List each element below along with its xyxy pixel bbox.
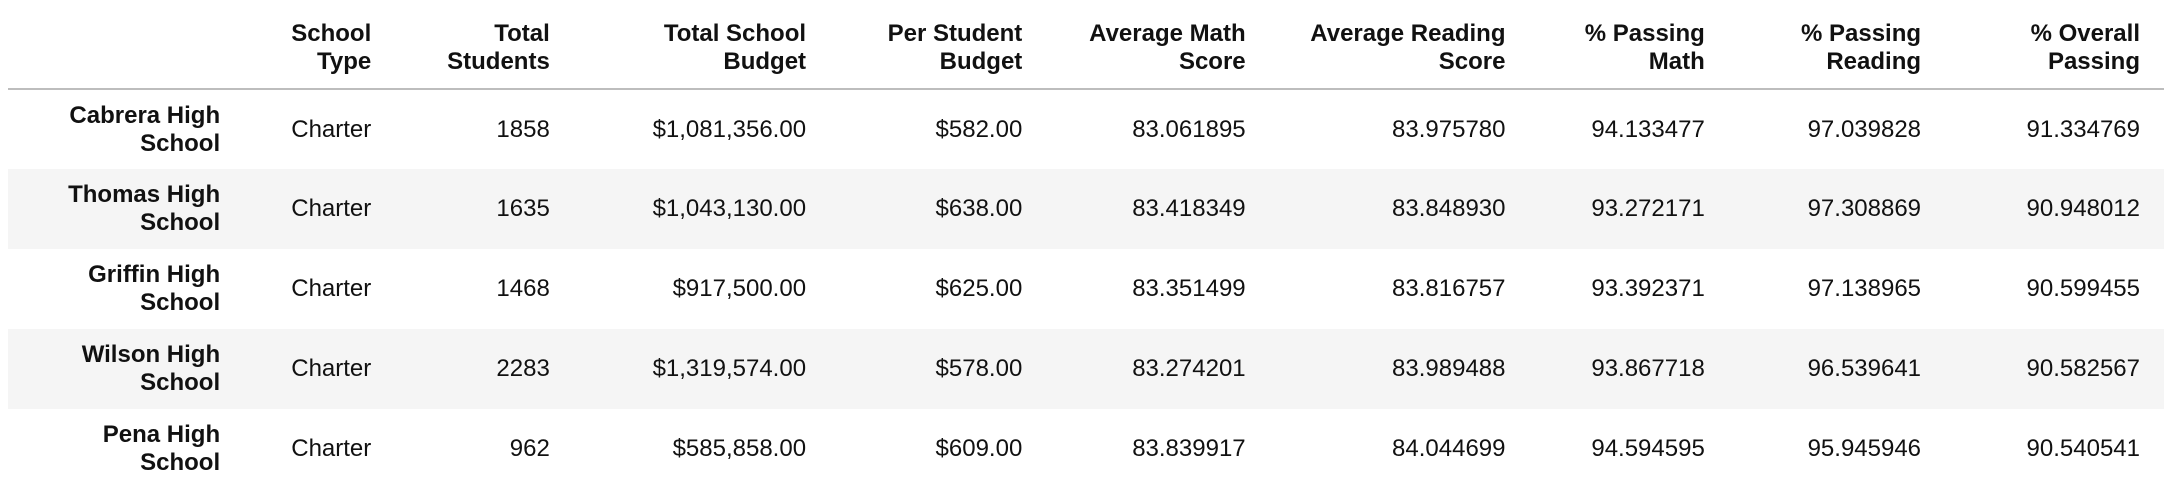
cell-overall-passing: 91.334769 (2026, 115, 2140, 143)
cell-average-math-score: 83.351499 (1132, 275, 1246, 302)
cell-passing-reading: 96.539641 (1807, 355, 1922, 382)
cell-overall-passing: 90.540541 (2026, 435, 2140, 462)
header-school-type: School Type (244, 0, 396, 90)
header-row: School Type Total Students Total School … (8, 0, 2164, 90)
cell-passing-math: 93.272171 (1591, 195, 1705, 222)
cell-school-type: Charter (291, 435, 372, 462)
index-header (8, 0, 245, 90)
cell-overall-passing: 90.948012 (2026, 195, 2140, 222)
school-name: Griffin High School (8, 249, 244, 329)
cell-passing-reading: 95.945946 (1807, 435, 1922, 462)
header-passing-math: % Passing Math (1529, 0, 1729, 90)
header-total-students: Total Students (395, 0, 574, 90)
school-name-label: Griffin High School (88, 261, 221, 316)
header-average-math-score: Average Math Score (1046, 0, 1270, 90)
school-name-label: Pena High School (102, 421, 221, 476)
cell-total-school-budget: $1,043,130.00 (652, 195, 807, 222)
cell-school-type: Charter (291, 355, 372, 382)
cell-total-students: 962 (509, 435, 550, 462)
cell-per-student-budget: $609.00 (935, 435, 1023, 462)
cell-average-reading-score: 83.816757 (1392, 275, 1506, 302)
cell-total-students: 1468 (496, 275, 550, 302)
cell-passing-math: 93.867718 (1591, 355, 1705, 382)
cell-passing-math: 93.392371 (1591, 275, 1705, 302)
school-name: Thomas High School (8, 169, 244, 249)
school-name-label: Wilson High School (81, 341, 221, 396)
cell-per-student-budget: $625.00 (935, 275, 1023, 302)
cell-total-school-budget: $585,858.00 (672, 435, 807, 462)
header-per-student-budget: Per Student Budget (830, 0, 1047, 90)
school-name: Wilson High School (8, 329, 244, 409)
cell-passing-reading: 97.138965 (1807, 275, 1922, 302)
header-overall-passing: % Overall Passing (1945, 0, 2164, 90)
cell-school-type: Charter (291, 275, 372, 302)
header-passing-reading: % Passing Reading (1728, 0, 1946, 90)
table-header: School Type Total Students Total School … (8, 0, 2164, 90)
cell-total-school-budget: $1,081,356.00 (652, 115, 807, 143)
cell-per-student-budget: $582.00 (935, 115, 1023, 143)
cell-passing-reading: 97.308869 (1807, 195, 1922, 222)
cell-school-type: Charter (291, 115, 372, 143)
top-schools-table-container: School Type Total Students Total School … (8, 0, 2164, 489)
cell-average-reading-score: 84.044699 (1392, 435, 1506, 462)
table-body: Cabrera High School Charter 1858 $1,081,… (8, 89, 2164, 489)
cell-passing-math: 94.133477 (1591, 115, 1705, 143)
table-row: Wilson High School Charter 2283 $1,319,5… (8, 329, 2164, 409)
table-row: Pena High School Charter 962 $585,858.00… (8, 409, 2164, 489)
cell-average-math-score: 83.418349 (1132, 195, 1246, 222)
school-name-label: Cabrera High School (69, 101, 221, 157)
cell-per-student-budget: $638.00 (935, 195, 1023, 222)
cell-average-reading-score: 83.989488 (1392, 355, 1506, 382)
cell-total-students: 2283 (496, 355, 550, 382)
header-average-reading-score: Average Reading Score (1269, 0, 1530, 90)
cell-average-reading-score: 83.848930 (1392, 195, 1506, 222)
cell-average-reading-score: 83.975780 (1392, 115, 1506, 143)
school-name-label: Thomas High School (68, 181, 221, 236)
cell-total-school-budget: $917,500.00 (672, 275, 807, 302)
table-row: Thomas High School Charter 1635 $1,043,1… (8, 169, 2164, 249)
top-schools-table: School Type Total Students Total School … (8, 0, 2164, 489)
cell-total-students: 1635 (496, 195, 550, 222)
cell-per-student-budget: $578.00 (935, 355, 1023, 382)
header-total-school-budget: Total School Budget (573, 0, 831, 90)
cell-overall-passing: 90.582567 (2026, 355, 2140, 382)
cell-average-math-score: 83.061895 (1132, 115, 1246, 143)
cell-passing-math: 94.594595 (1591, 435, 1705, 462)
table-row: Griffin High School Charter 1468 $917,50… (8, 249, 2164, 329)
table-row: Cabrera High School Charter 1858 $1,081,… (8, 89, 2164, 169)
cell-total-school-budget: $1,319,574.00 (652, 355, 807, 382)
cell-average-math-score: 83.274201 (1132, 355, 1246, 382)
school-name: Pena High School (8, 409, 244, 489)
cell-average-math-score: 83.839917 (1132, 435, 1246, 462)
cell-overall-passing: 90.599455 (2026, 275, 2140, 302)
cell-total-students: 1858 (496, 115, 550, 143)
cell-school-type: Charter (291, 195, 372, 222)
school-name: Cabrera High School (8, 89, 244, 169)
cell-passing-reading: 97.039828 (1807, 115, 1922, 143)
